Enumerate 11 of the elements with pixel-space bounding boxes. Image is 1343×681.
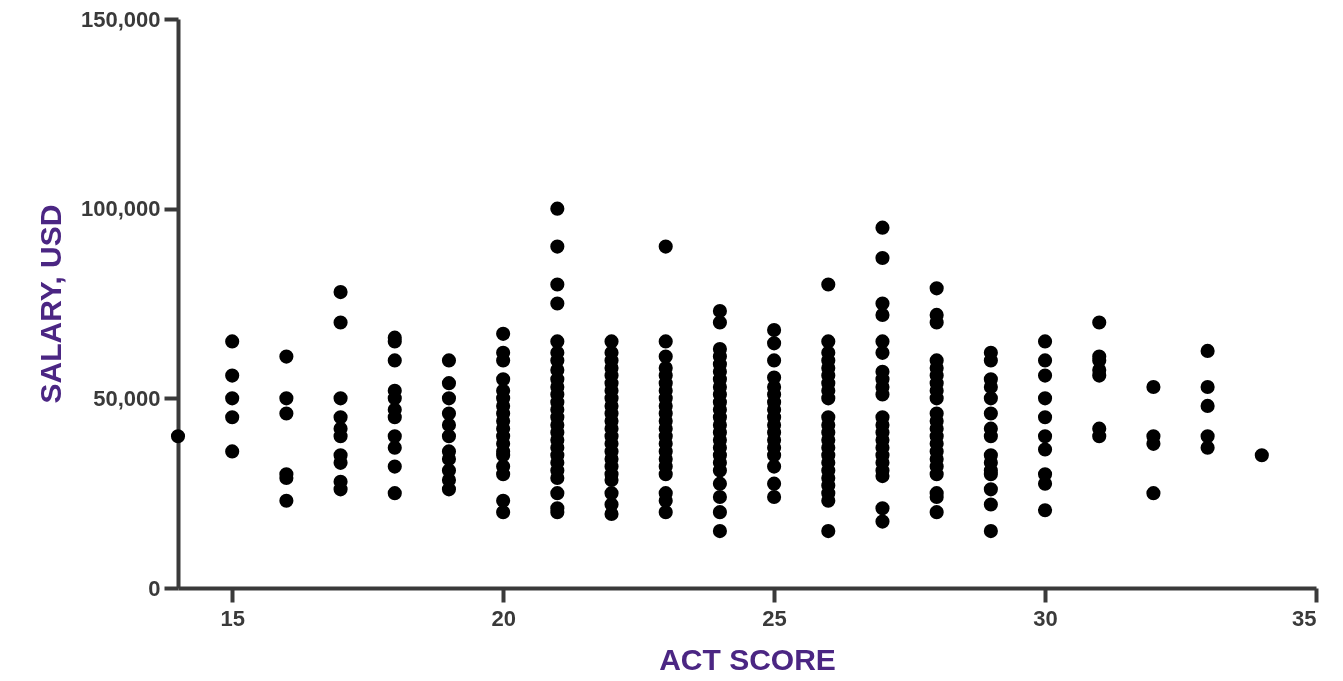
x-axis-title: ACT SCORE — [659, 642, 836, 676]
y-tick-label: 100,000 — [80, 196, 161, 222]
x-tick-label: 20 — [491, 605, 516, 631]
y-axis-title: SALARY, USD — [33, 204, 67, 404]
x-tick-label: 35 — [1292, 605, 1317, 631]
y-tick-label: 150,000 — [80, 6, 161, 32]
x-tick-label: 15 — [220, 605, 245, 631]
y-tick-label: 0 — [148, 575, 161, 601]
x-tick-label: 25 — [762, 605, 787, 631]
y-tick-label: 50,000 — [93, 385, 161, 411]
x-tick-label: 30 — [1033, 605, 1058, 631]
